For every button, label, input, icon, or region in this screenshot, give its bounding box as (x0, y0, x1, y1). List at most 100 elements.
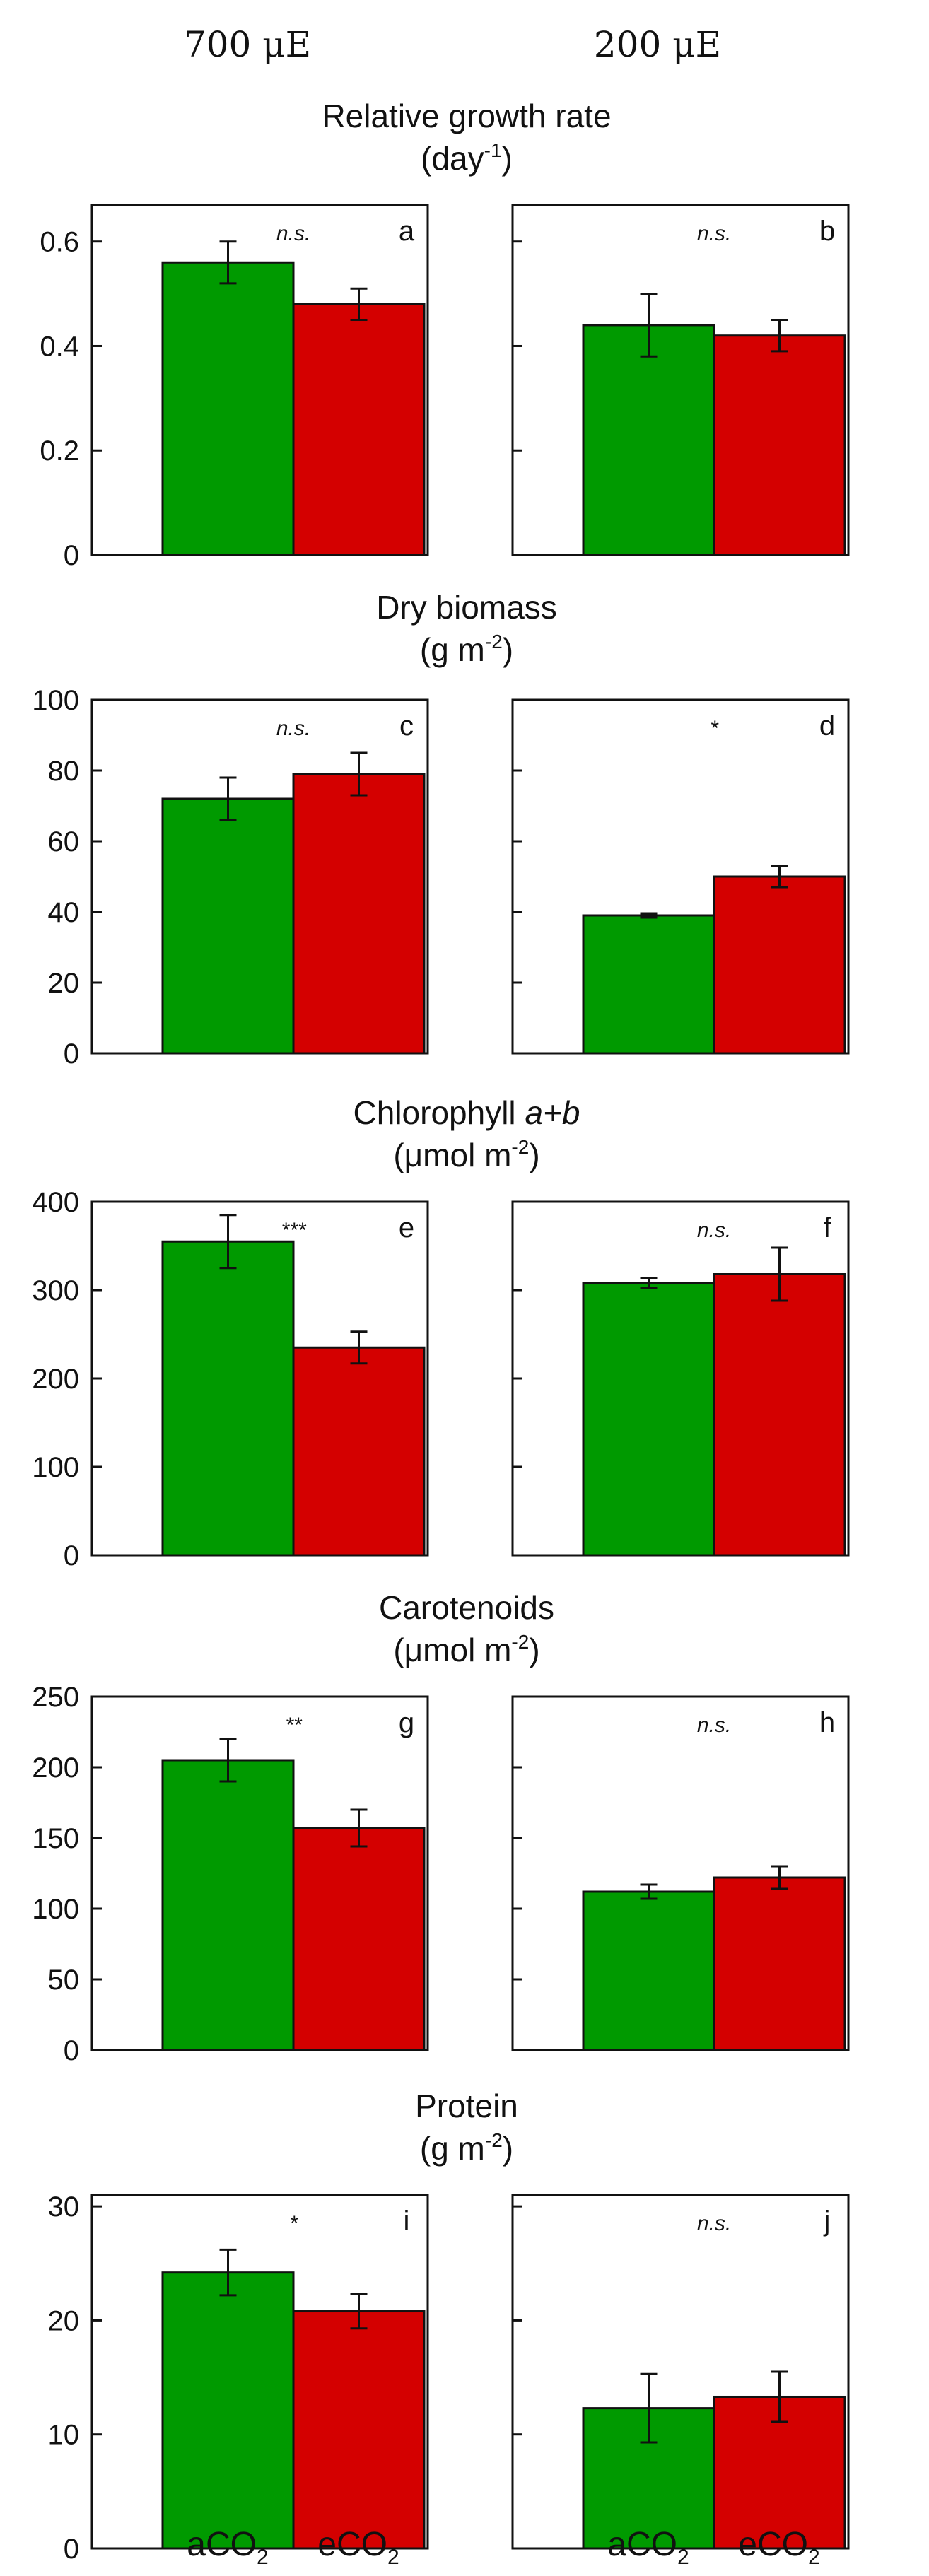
bar-eCO2 (713, 1876, 846, 2051)
panel-h: n.s. h (511, 1695, 850, 2051)
y-tick-label: 100 (32, 685, 79, 716)
panel-letter: c (399, 710, 414, 742)
x-axis-labels: aCO2 eCO2 aCO2 eCO2 (187, 2526, 819, 2569)
y-tick-label: 100 (32, 1452, 79, 1483)
panel-c: 0 20 40 60 80 100 n.s. c (32, 685, 429, 1070)
significance-label: n.s. (697, 2212, 731, 2235)
bar-aCO2 (582, 1890, 715, 2051)
error-bar-aCO2 (640, 912, 658, 919)
y-tick-label: 250 (32, 1682, 79, 1713)
bar-aCO2 (582, 1282, 715, 1557)
y-tick-label: 400 (32, 1187, 79, 1218)
error-bar-aCO2 (640, 2372, 658, 2444)
y-tick-label: 0.4 (40, 331, 79, 362)
error-bar-eCO2 (350, 287, 368, 322)
error-bar-eCO2 (771, 2370, 788, 2423)
y-tick-label: 0.6 (40, 227, 79, 258)
error-bar-eCO2 (771, 319, 788, 353)
error-bar-aCO2 (640, 1883, 658, 1900)
panel-e: 0 100 200 300 400 *** e (32, 1187, 429, 1571)
panel-letter: a (399, 216, 415, 247)
significance-label: n.s. (697, 222, 731, 245)
panel-letter: e (399, 1212, 414, 1243)
error-bar-aCO2 (219, 1738, 237, 1783)
chart-unit: (μmol m-2) (393, 1631, 539, 1668)
chart-4: Carotenoids (μmol m-2) 0 50 100 150 200 250 ** g n… (32, 1589, 850, 2066)
bar-aCO2 (161, 261, 295, 556)
error-bar-aCO2 (219, 240, 237, 285)
y-tick-label: 200 (32, 1364, 79, 1395)
bar-aCO2 (582, 324, 715, 556)
column-title-200: 200 μE (594, 24, 721, 65)
y-tick-label: 20 (48, 2305, 80, 2336)
chart-unit: (g m-2) (420, 631, 513, 668)
chart-title: Carotenoids (379, 1589, 554, 1626)
y-tick-label: 200 (32, 1752, 79, 1784)
bar-eCO2 (713, 334, 846, 556)
error-bar-aCO2 (219, 776, 237, 821)
significance-label: n.s. (276, 222, 310, 245)
y-tick-label: 60 (48, 826, 80, 857)
panel-letter: f (823, 1212, 831, 1243)
panel-letter: i (404, 2206, 410, 2237)
panel-f: n.s. f (511, 1200, 850, 1557)
significance-label: * (289, 2212, 298, 2235)
y-tick-label: 0 (64, 2035, 79, 2066)
panel-i: 0 10 20 30 * i (48, 2191, 429, 2565)
error-bar-aCO2 (219, 2248, 237, 2297)
error-bar-eCO2 (771, 1865, 788, 1890)
panel-letter: j (824, 2206, 831, 2237)
y-tick-label: 80 (48, 756, 80, 787)
y-tick-label: 300 (32, 1275, 79, 1306)
y-tick-label: 0.2 (40, 435, 79, 467)
significance-label: * (710, 717, 719, 740)
bar-eCO2 (292, 1346, 426, 1557)
bar-aCO2 (161, 1759, 295, 2051)
y-tick-label: 10 (48, 2420, 80, 2451)
bar-eCO2 (292, 2310, 426, 2550)
panel-j: n.s. j (511, 2194, 850, 2550)
chart-title: Relative growth rate (322, 98, 611, 134)
error-bar-eCO2 (350, 1330, 368, 1365)
y-tick-label: 0 (64, 1038, 79, 1070)
panel-letter: h (819, 1707, 835, 1738)
bar-aCO2 (582, 914, 715, 1055)
x-label-eCO2: eCO2 (317, 2526, 399, 2569)
panel-letter: d (819, 710, 835, 742)
bar-aCO2 (161, 797, 295, 1055)
y-tick-label: 20 (48, 968, 80, 999)
error-bar-eCO2 (350, 1808, 368, 1848)
chart-5: Protein (g m-2) 0 10 20 30 * i n.s. j (48, 2088, 850, 2565)
panel-d: * d (511, 698, 850, 1055)
column-title-700: 700 μE (184, 24, 311, 65)
y-tick-label: 50 (48, 1965, 80, 1996)
y-tick-label: 30 (48, 2191, 80, 2223)
error-bar-aCO2 (640, 1277, 658, 1289)
y-tick-label: 100 (32, 1894, 79, 1925)
significance-label: *** (281, 1219, 306, 1242)
chart-title: Dry biomass (376, 589, 557, 626)
y-tick-label: 0 (64, 540, 79, 571)
error-bar-eCO2 (350, 2293, 368, 2330)
error-bar-eCO2 (350, 751, 368, 797)
panel-b: n.s. b (511, 204, 850, 556)
bar-aCO2 (161, 2271, 295, 2550)
x-label-aCO2: aCO2 (187, 2526, 268, 2569)
error-bar-aCO2 (219, 1214, 237, 1270)
significance-label: ** (285, 1714, 303, 1737)
chart-title: Chlorophyll a+b (354, 1094, 580, 1131)
bar-eCO2 (292, 773, 426, 1055)
x-label-eCO2: eCO2 (738, 2526, 819, 2569)
chart-1: Relative growth rate (day-1) 0 0.2 0.4 0.6 n.s… (40, 98, 850, 571)
panel-letter: g (399, 1707, 414, 1738)
error-bar-eCO2 (771, 1246, 788, 1302)
y-tick-label: 0 (64, 1540, 79, 1571)
panel-g: 0 50 100 150 200 250 ** g (32, 1682, 429, 2066)
bar-eCO2 (713, 875, 846, 1055)
significance-label: n.s. (276, 717, 310, 740)
bar-aCO2 (161, 1240, 295, 1557)
bar-eCO2 (292, 1827, 426, 2051)
significance-label: n.s. (697, 1219, 731, 1242)
error-bar-eCO2 (771, 865, 788, 889)
